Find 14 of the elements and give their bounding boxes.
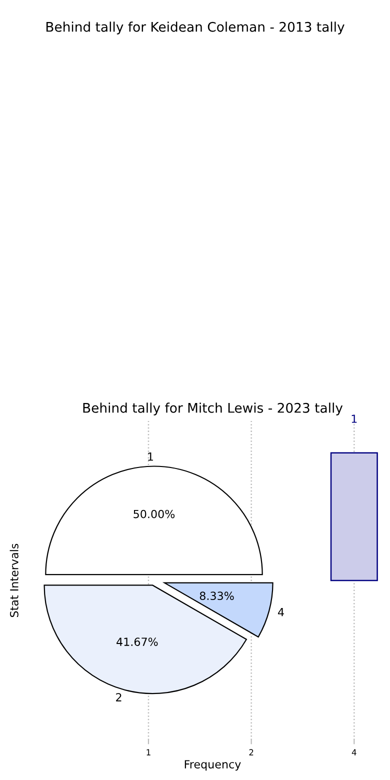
data-label: 41.67% <box>116 638 158 646</box>
data-label: 8.33% <box>200 592 234 600</box>
slice-label: 2 <box>116 693 122 702</box>
x-axis-title: Frequency <box>184 760 241 771</box>
x-tick-label: 1 <box>146 749 150 756</box>
y-axis-title: Stat Intervals <box>10 544 18 617</box>
data-label: 50.00% <box>134 510 175 518</box>
slice-label: 4 <box>278 608 284 616</box>
x-tick-label: 2 <box>249 749 254 756</box>
x-tick-label: 4 <box>352 749 356 756</box>
text: Behind tally for Keidean Coleman - 2013 tally <box>46 22 344 34</box>
slice-label: 1 <box>148 452 153 461</box>
data-label: 1 <box>352 414 357 423</box>
chart-title: Behind tally for Mitch Lewis - 2023 tally <box>83 402 343 416</box>
